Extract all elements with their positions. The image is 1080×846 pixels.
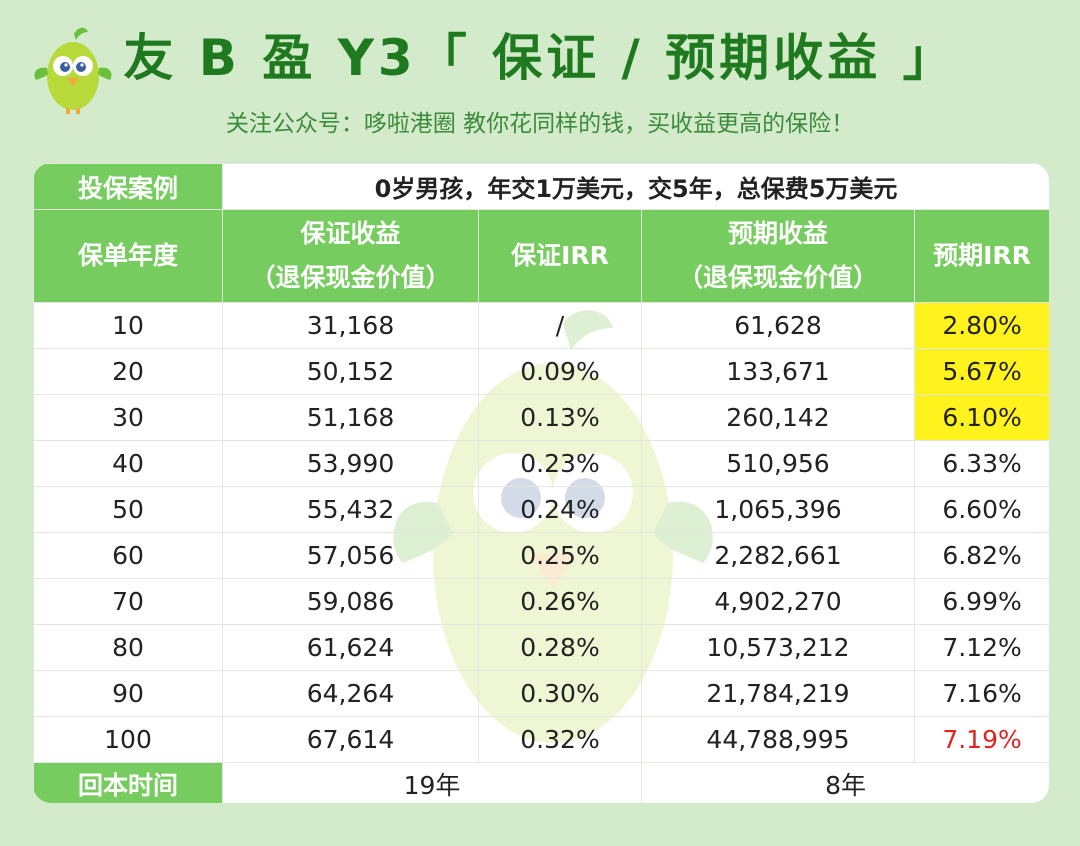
payback-row: 回本时间 19年 8年 xyxy=(33,762,1049,803)
payback-label: 回本时间 xyxy=(33,762,223,803)
cell-expected-irr: 6.82% xyxy=(913,532,1049,579)
col-header-year: 保单年度 xyxy=(33,209,223,303)
table-row: 90 64,264 0.30% 21,784,219 7.16% xyxy=(33,670,1049,717)
page-subtitle: 关注公众号：哆啦港圈 教你花同样的钱，买收益更高的保险！ xyxy=(225,111,855,137)
cell-guaranteed: 31,168 xyxy=(222,302,479,349)
cell-expected: 510,956 xyxy=(641,440,915,487)
mascot-logo-icon xyxy=(34,27,112,114)
cell-expected-irr: 7.16% xyxy=(913,670,1049,717)
page-title: 友 B 盈 Y3「 保证 / 预期收益 」 xyxy=(123,29,957,87)
cell-guaranteed-irr: 0.28% xyxy=(478,624,642,671)
cell-expected: 260,142 xyxy=(641,394,915,441)
cell-expected: 4,902,270 xyxy=(641,578,915,625)
cell-guaranteed-irr: 0.26% xyxy=(478,578,642,625)
cell-expected-irr: 6.10% xyxy=(913,394,1049,441)
col-header-expected-line2: （退保现金价值） xyxy=(677,263,878,292)
col-header-expected-irr: 预期IRR xyxy=(913,209,1049,303)
cell-guaranteed: 57,056 xyxy=(222,532,479,579)
cell-expected-irr: 6.99% xyxy=(913,578,1049,625)
col-header-guaranteed-line2: （退保现金价值） xyxy=(250,263,451,292)
cell-expected-irr: 6.60% xyxy=(913,486,1049,533)
cell-guaranteed-irr: 0.24% xyxy=(478,486,642,533)
cell-guaranteed: 55,432 xyxy=(222,486,479,533)
cell-guaranteed-irr: 0.13% xyxy=(478,394,642,441)
table-row: 40 53,990 0.23% 510,956 6.33% xyxy=(33,440,1049,487)
cell-expected-irr: 7.19% xyxy=(913,716,1049,763)
cell-guaranteed-irr: / xyxy=(478,302,642,349)
cell-expected-irr: 5.67% xyxy=(913,348,1049,395)
cell-expected: 21,784,219 xyxy=(641,670,915,717)
col-header-expected-line1: 预期收益 xyxy=(727,219,828,248)
case-label: 投保案例 xyxy=(33,163,223,210)
cell-guaranteed-irr: 0.23% xyxy=(478,440,642,487)
table-row: 10 31,168 / 61,628 2.80% xyxy=(33,302,1049,349)
table-row: 70 59,086 0.26% 4,902,270 6.99% xyxy=(33,578,1049,625)
cell-expected: 2,282,661 xyxy=(641,532,915,579)
table-row: 80 61,624 0.28% 10,573,212 7.12% xyxy=(33,624,1049,671)
cell-expected: 10,573,212 xyxy=(641,624,915,671)
benefit-table: 投保案例 0岁男孩，年交1万美元，交5年，总保费5万美元 保单年度 保证收益 （… xyxy=(33,163,1049,803)
cell-year: 60 xyxy=(33,532,223,579)
cell-guaranteed: 59,086 xyxy=(222,578,479,625)
col-header-guaranteed-irr: 保证IRR xyxy=(478,209,642,303)
col-header-expected: 预期收益 （退保现金价值） xyxy=(641,209,915,303)
cell-guaranteed: 53,990 xyxy=(222,440,479,487)
payback-expected: 8年 xyxy=(640,762,1049,803)
cell-guaranteed-irr: 0.30% xyxy=(478,670,642,717)
cell-expected: 61,628 xyxy=(641,302,915,349)
case-row: 投保案例 0岁男孩，年交1万美元，交5年，总保费5万美元 xyxy=(33,163,1049,210)
cell-guaranteed-irr: 0.32% xyxy=(478,716,642,763)
cell-guaranteed-irr: 0.09% xyxy=(478,348,642,395)
cell-year: 100 xyxy=(33,716,223,763)
cell-expected-irr: 6.33% xyxy=(913,440,1049,487)
case-description: 0岁男孩，年交1万美元，交5年，总保费5万美元 xyxy=(221,163,1049,210)
cell-year: 70 xyxy=(33,578,223,625)
cell-guaranteed: 67,614 xyxy=(222,716,479,763)
col-header-guaranteed: 保证收益 （退保现金价值） xyxy=(222,209,479,303)
table-row: 100 67,614 0.32% 44,788,995 7.19% xyxy=(33,716,1049,763)
table-row: 20 50,152 0.09% 133,671 5.67% xyxy=(33,348,1049,395)
cell-expected-irr: 7.12% xyxy=(913,624,1049,671)
cell-year: 10 xyxy=(33,302,223,349)
cell-expected: 1,065,396 xyxy=(641,486,915,533)
table-row: 50 55,432 0.24% 1,065,396 6.60% xyxy=(33,486,1049,533)
cell-year: 30 xyxy=(33,394,223,441)
cell-expected: 44,788,995 xyxy=(641,716,915,763)
cell-year: 90 xyxy=(33,670,223,717)
cell-guaranteed: 61,624 xyxy=(222,624,479,671)
table-row: 60 57,056 0.25% 2,282,661 6.82% xyxy=(33,532,1049,579)
cell-year: 50 xyxy=(33,486,223,533)
table-row: 30 51,168 0.13% 260,142 6.10% xyxy=(33,394,1049,441)
col-header-guaranteed-line1: 保证收益 xyxy=(300,219,401,248)
cell-guaranteed: 50,152 xyxy=(222,348,479,395)
cell-year: 40 xyxy=(33,440,223,487)
benefit-table-card: 投保案例 0岁男孩，年交1万美元，交5年，总保费5万美元 保单年度 保证收益 （… xyxy=(33,163,1049,803)
cell-guaranteed: 64,264 xyxy=(222,670,479,717)
cell-guaranteed: 51,168 xyxy=(222,394,479,441)
cell-guaranteed-irr: 0.25% xyxy=(478,532,642,579)
cell-expected-irr: 2.80% xyxy=(913,302,1049,349)
payback-guaranteed: 19年 xyxy=(222,762,642,803)
cell-expected: 133,671 xyxy=(641,348,915,395)
cell-year: 20 xyxy=(33,348,223,395)
cell-year: 80 xyxy=(33,624,223,671)
column-header-row: 保单年度 保证收益 （退保现金价值） 保证IRR 预期收益 （退保现金价值） 预… xyxy=(33,209,1049,303)
